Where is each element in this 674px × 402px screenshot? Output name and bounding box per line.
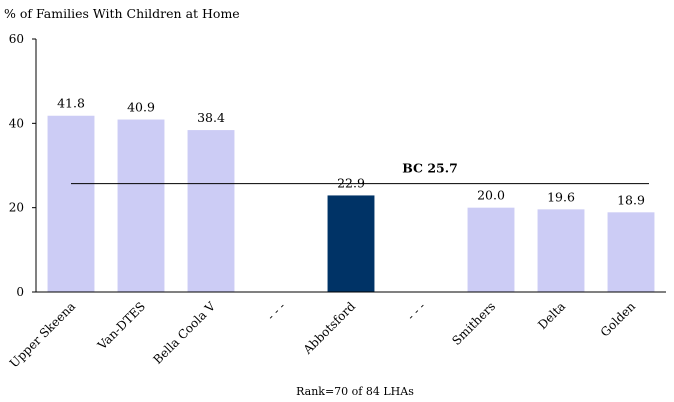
bar bbox=[537, 209, 585, 292]
x-tick-label: Abbotsford bbox=[300, 299, 358, 357]
reference-line: BC 25.7 bbox=[71, 161, 649, 185]
x-tick-label: Van-DTES bbox=[94, 299, 148, 353]
bar-value-label: 38.4 bbox=[197, 110, 225, 125]
bar bbox=[467, 207, 515, 292]
bar bbox=[187, 130, 235, 292]
y-tick-label: 40 bbox=[9, 116, 24, 130]
bar bbox=[117, 119, 165, 292]
y-tick-label: 60 bbox=[9, 32, 24, 46]
value-labels: 41.8 40.9 38.4 22.9 20.0 19.6 18.9 bbox=[57, 96, 645, 208]
bar bbox=[327, 195, 375, 292]
bar bbox=[47, 115, 95, 292]
x-tick-label: Smithers bbox=[449, 299, 498, 348]
y-tick-label: 0 bbox=[16, 285, 24, 299]
y-axis: 0 20 40 60 bbox=[9, 32, 37, 299]
bars bbox=[47, 115, 655, 292]
bar-value-label: 22.9 bbox=[337, 175, 365, 190]
chart-title: % of Families With Children at Home bbox=[4, 6, 240, 21]
bar-value-label: 19.6 bbox=[547, 189, 575, 204]
x-tick-label: Bella Coola V bbox=[150, 299, 218, 367]
bar-value-label: 20.0 bbox=[477, 188, 505, 203]
reference-line-label: BC 25.7 bbox=[402, 161, 458, 176]
bar-value-label: 18.9 bbox=[617, 192, 645, 207]
x-tick-label: - - - bbox=[404, 299, 428, 323]
x-tick-label: Delta bbox=[535, 299, 568, 332]
x-axis: Upper Skeena Van-DTES Bella Coola V - - - Ab… bbox=[7, 291, 666, 370]
chart-footnote: Rank=70 of 84 LHAs bbox=[296, 385, 414, 398]
bar bbox=[607, 212, 655, 292]
y-tick-label: 20 bbox=[9, 201, 24, 215]
bar-value-label: 41.8 bbox=[57, 96, 85, 111]
x-tick-label: Upper Skeena bbox=[7, 299, 78, 370]
bar-value-label: 40.9 bbox=[127, 100, 155, 115]
x-tick-label: - - - bbox=[264, 299, 288, 323]
x-tick-label: Golden bbox=[598, 299, 639, 340]
